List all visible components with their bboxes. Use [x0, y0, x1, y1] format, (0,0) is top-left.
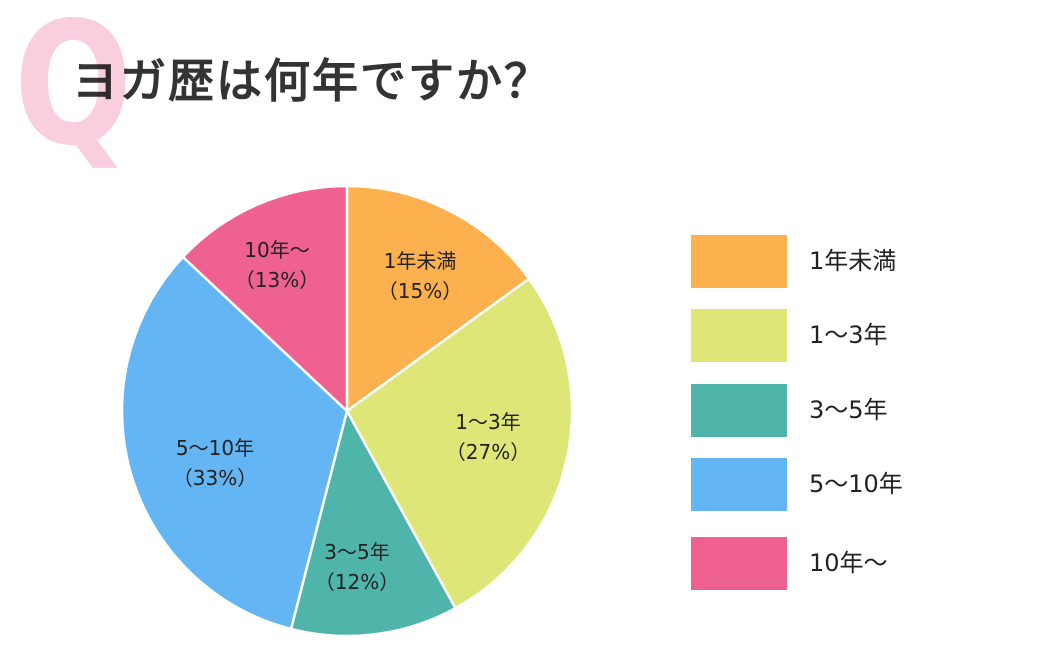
slice-label-3-5-years: 3〜5年 （12%） — [315, 537, 399, 597]
slice-label-under-1-year: 1年未満 （15%） — [378, 246, 462, 306]
slice-name: 10年〜 — [244, 238, 310, 262]
slice-name: 3〜5年 — [324, 540, 390, 564]
slice-name: 1〜3年 — [455, 410, 521, 434]
slice-name: 1年未満 — [383, 249, 457, 273]
legend-item-under-1-year: 1年未満 — [691, 235, 991, 288]
legend-label: 1〜3年 — [809, 321, 888, 349]
slice-under-1-year — [345, 184, 531, 414]
pie-slices — [120, 184, 574, 638]
legend-swatch — [691, 537, 787, 590]
slice-label-1-3-years: 1〜3年 （27%） — [446, 407, 530, 467]
legend-item-3-5-years: 3〜5年 — [691, 384, 991, 437]
legend-swatch — [691, 384, 787, 437]
slice-percent: （15%） — [377, 279, 463, 303]
legend-swatch — [691, 235, 787, 288]
legend-item-1-3-years: 1〜3年 — [691, 309, 991, 362]
slice-percent: （13%） — [234, 268, 320, 292]
slice-3-5-years — [289, 407, 458, 638]
slice-name: 5〜10年 — [175, 436, 255, 460]
legend-swatch — [691, 458, 787, 511]
slice-percent: （27%） — [445, 440, 531, 464]
legend-swatch — [691, 309, 787, 362]
q-mark-decoration: Q — [14, 0, 133, 184]
slice-percent: （12%） — [314, 570, 400, 594]
slice-1-3-years — [345, 277, 574, 610]
legend-label: 1年未満 — [809, 247, 897, 275]
chart-title: ヨガ歴は何年ですか？ — [72, 54, 552, 108]
slice-10-plus-years — [181, 184, 349, 414]
legend-label: 10年〜 — [809, 549, 888, 577]
legend-label: 3〜5年 — [809, 396, 888, 424]
legend-item-10-plus-years: 10年〜 — [691, 537, 991, 590]
slice-label-5-10-years: 5〜10年 （33%） — [173, 433, 257, 493]
legend-item-5-10-years: 5〜10年 — [691, 458, 991, 511]
legend-label: 5〜10年 — [809, 470, 903, 498]
slice-percent: （33%） — [172, 466, 258, 490]
slice-5-10-years — [120, 255, 349, 631]
slice-label-10-plus-years: 10年〜 （13%） — [235, 235, 319, 295]
